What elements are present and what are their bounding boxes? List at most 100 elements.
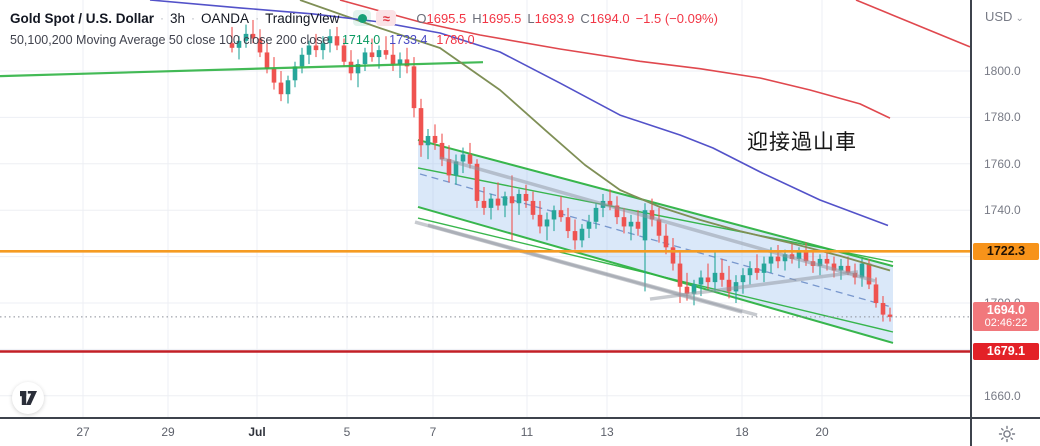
candle-body — [299, 54, 305, 67]
price-levels — [0, 249, 970, 353]
support-price-badge: 1679.1 — [973, 342, 1039, 360]
candle-body — [313, 45, 319, 51]
candle-body — [859, 263, 865, 278]
candle-body — [236, 40, 242, 48]
price-tick-label: 1760.0 — [984, 156, 1021, 171]
candle-body — [607, 200, 613, 206]
currency-label: USD — [985, 9, 1013, 24]
candle-body — [873, 284, 879, 303]
time-tick-label: 7 — [429, 425, 437, 439]
candle-body — [635, 221, 641, 229]
time-tick-label: 11 — [520, 425, 534, 439]
candle-body — [341, 45, 347, 62]
candle-body — [292, 66, 298, 81]
candle-body — [516, 193, 522, 204]
green-trendline — [0, 61, 484, 78]
candle-body — [278, 82, 284, 95]
candle-body — [418, 108, 424, 146]
candle-body — [383, 50, 389, 55]
candle-body — [866, 263, 872, 285]
candle-body — [551, 210, 557, 220]
candle-body — [523, 193, 529, 201]
candle-body — [544, 219, 550, 227]
tradingview-logo-icon — [19, 390, 37, 405]
candle-body — [257, 38, 263, 53]
candle-body — [628, 221, 634, 227]
moving-average-lines — [149, 0, 891, 272]
candle-body — [334, 36, 340, 46]
candle-body — [348, 61, 354, 74]
candle-body — [670, 247, 676, 264]
candle-body — [796, 251, 802, 259]
candle-body — [250, 33, 256, 39]
green-trendline — [0, 61, 484, 78]
candle-body — [768, 256, 774, 264]
bar-countdown: 02:46:22 — [984, 316, 1028, 329]
currency-selector[interactable]: USD ⌄ — [985, 9, 1024, 24]
candle-body — [803, 251, 809, 262]
time-tick-label: 20 — [815, 425, 829, 439]
candle-body — [271, 68, 277, 83]
channel-midline — [419, 173, 892, 308]
candle-body — [530, 200, 536, 215]
candle-body — [712, 272, 718, 283]
candle-body — [481, 200, 487, 208]
candle-body — [747, 268, 753, 276]
candle-body — [229, 43, 235, 48]
price-tick-label: 1740.0 — [984, 203, 1021, 218]
resistance-price-badge: 1722.3 — [973, 242, 1039, 260]
time-tick-label: Jul — [248, 425, 266, 439]
candle-body — [838, 265, 844, 271]
candle-body — [593, 207, 599, 222]
candle-body — [831, 263, 837, 271]
candle-body — [719, 272, 725, 280]
candle-body — [243, 33, 249, 41]
candle-body — [509, 196, 515, 204]
current-price-badge: 1694.0 02:46:22 — [973, 301, 1039, 331]
candle-body — [845, 265, 851, 273]
candle-body — [355, 64, 361, 74]
price-tick-label: 1800.0 — [984, 64, 1021, 78]
candle-body — [404, 59, 410, 67]
time-tick-label: 27 — [76, 425, 90, 439]
ma200-line — [339, 0, 891, 119]
candle-body — [677, 263, 683, 287]
candle-body — [411, 66, 417, 109]
candle-body — [614, 205, 620, 218]
price-axis[interactable]: USD⌄ 1800.01780.01760.01740.01700.01660.… — [970, 0, 1040, 417]
red-trendline — [855, 0, 970, 48]
tradingview-logo[interactable] — [12, 382, 44, 414]
candle-body — [558, 210, 564, 218]
time-tick-label: 5 — [343, 425, 351, 439]
candle-body — [621, 217, 627, 227]
candle-body — [824, 258, 830, 264]
candle-body — [740, 275, 746, 283]
candle-body — [285, 80, 291, 95]
text-annotation: 迎接過山車 — [747, 131, 857, 154]
candle-body — [474, 163, 480, 201]
chevron-down-icon: ⌄ — [1015, 13, 1024, 24]
candle-body — [264, 52, 270, 69]
axis-settings-corner[interactable] — [970, 419, 1040, 446]
candle-body — [691, 284, 697, 294]
time-axis[interactable]: 27 29 Jul 5 7 11 13 18 20 — [0, 417, 1040, 446]
time-tick-label: 13 — [600, 425, 614, 439]
candle-body — [432, 135, 438, 143]
candle-body — [880, 303, 886, 315]
candle-body — [579, 228, 585, 241]
candle-body — [488, 198, 494, 208]
gear-icon — [998, 425, 1016, 442]
candle-body — [327, 36, 333, 44]
candle-body — [586, 221, 592, 229]
candle-body — [642, 210, 648, 241]
time-tick-label: 29 — [161, 425, 175, 439]
candle-body — [887, 314, 893, 317]
candle-body — [782, 254, 788, 262]
price-chart-canvas[interactable] — [0, 0, 970, 417]
candle-body — [502, 196, 508, 206]
time-tick-label: 18 — [735, 425, 749, 439]
candle-body — [537, 214, 543, 227]
ma50-line — [299, 0, 891, 272]
candle-body — [649, 210, 655, 220]
